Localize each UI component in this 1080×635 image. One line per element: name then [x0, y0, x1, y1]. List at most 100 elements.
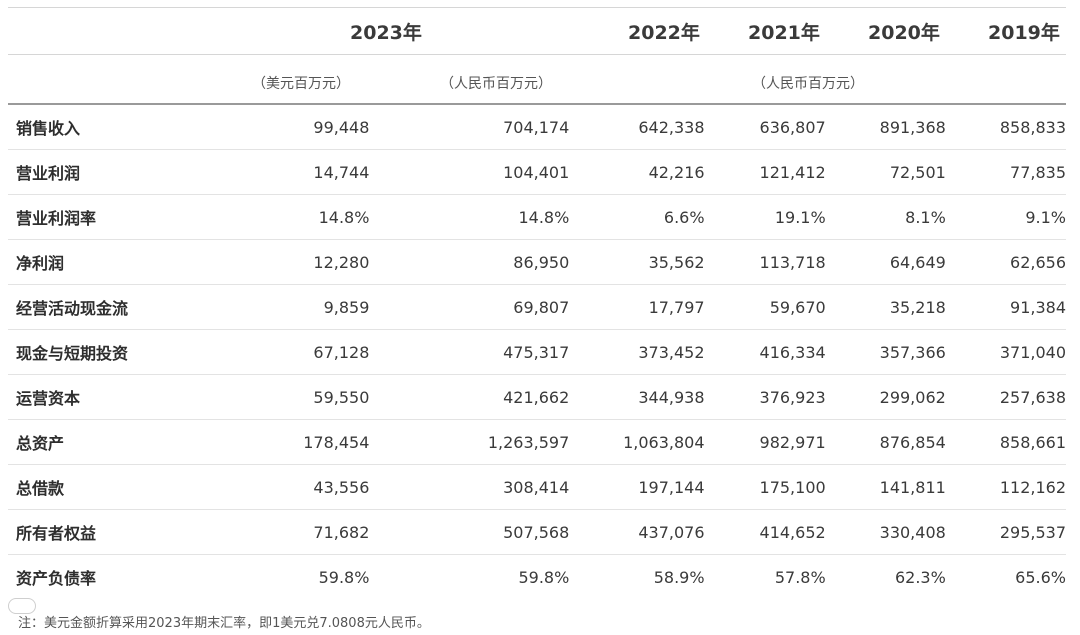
cell-rmb2023: 69,807: [369, 284, 570, 330]
cell-y2019: 858,661: [945, 419, 1066, 465]
cell-y2019: 77,835: [945, 149, 1066, 195]
unit-divider: [8, 103, 1066, 105]
table-row: 营业利润 14,744 104,401 42,216 121,412 72,501 77,8…: [8, 149, 1066, 195]
cell-y2022: 1,063,804: [569, 419, 705, 465]
row-label: 营业利润: [8, 149, 210, 195]
table-row: 总资产 178,454 1,263,597 1,063,804 982,971 876,8…: [8, 419, 1066, 465]
table-row: 所有者权益 71,682 507,568 437,076 414,652 330,408 2…: [8, 509, 1066, 555]
cell-y2022: 35,562: [569, 239, 705, 285]
cell-usd2023: 178,454: [209, 419, 370, 465]
cell-rmb2023: 475,317: [369, 329, 570, 375]
cell-y2022: 17,797: [569, 284, 705, 330]
cell-y2020: 62.3%: [894, 567, 946, 587]
cell-rmb2023: 507,568: [369, 509, 570, 555]
cell-rmb2023: 59.8%: [518, 567, 570, 587]
cell-y2022: 58.9%: [653, 567, 705, 587]
cell-rmb2023: 421,662: [369, 374, 570, 420]
cell-y2022: 437,076: [569, 509, 705, 555]
cell-y2019: 91,384: [945, 284, 1066, 330]
row-label: 运营资本: [8, 374, 210, 420]
row-label: 总借款: [8, 464, 210, 510]
header-2022: 2022年: [628, 22, 700, 44]
cell-usd2023: 12,280: [209, 239, 370, 285]
cell-usd2023: 14,744: [209, 149, 370, 195]
cell-y2021: 121,412: [704, 149, 826, 195]
cell-y2019: 371,040: [945, 329, 1066, 375]
cell-rmb2023: 1,263,597: [369, 419, 570, 465]
cell-y2019: 9.1%: [945, 194, 1066, 240]
table-row: 总借款 43,556 308,414 197,144 175,100 141,811 112…: [8, 464, 1066, 510]
cell-y2021: 175,100: [704, 464, 826, 510]
header-divider: [8, 54, 1066, 55]
cell-rmb2023: 14.8%: [369, 194, 570, 240]
cell-usd2023: 59.8%: [318, 567, 370, 587]
cell-y2019: 65.6%: [1015, 567, 1066, 587]
footnote: 注：美元金额折算采用2023年期末汇率，即1美元兑7.0808元人民币。: [18, 616, 430, 631]
header-2019: 2019年: [988, 22, 1060, 44]
cell-usd2023: 9,859: [209, 284, 370, 330]
cell-y2022: 344,938: [569, 374, 705, 420]
table-row: 现金与短期投资 67,128 475,317 373,452 416,334 357,36…: [8, 329, 1066, 375]
cell-y2021: 636,807: [704, 105, 826, 150]
cell-y2022: 6.6%: [569, 194, 705, 240]
cell-usd2023: 59,550: [209, 374, 370, 420]
cell-y2021: 113,718: [704, 239, 826, 285]
cell-y2022: 642,338: [569, 105, 705, 150]
unit-usd-2023: （美元百万元）: [252, 76, 350, 92]
cell-y2021: 19.1%: [704, 194, 826, 240]
cell-y2020: 891,368: [825, 105, 946, 150]
cell-rmb2023: 704,174: [369, 105, 570, 150]
cell-rmb2023: 308,414: [369, 464, 570, 510]
cell-y2022: 373,452: [569, 329, 705, 375]
table-row: 营业利润率 14.8% 14.8% 6.6% 19.1% 8.1% 9.1%: [8, 194, 1066, 240]
watermark-logo: [8, 594, 40, 616]
header-2021: 2021年: [748, 22, 820, 44]
cell-usd2023: 99,448: [209, 105, 370, 150]
cell-usd2023: 71,682: [209, 509, 370, 555]
table-row: 经营活动现金流 9,859 69,807 17,797 59,670 35,218 91,3…: [8, 284, 1066, 330]
row-label: 净利润: [8, 239, 210, 285]
cell-y2019: 257,638: [945, 374, 1066, 420]
cell-y2020: 64,649: [825, 239, 946, 285]
cell-y2020: 141,811: [825, 464, 946, 510]
cell-y2021: 416,334: [704, 329, 826, 375]
financial-table: 销售收入 99,448 704,174 642,338 636,807 891,368 85…: [8, 105, 1066, 599]
cell-y2021: 57.8%: [774, 567, 826, 587]
table-row: 运营资本 59,550 421,662 344,938 376,923 299,062 25…: [8, 374, 1066, 420]
cell-y2020: 35,218: [825, 284, 946, 330]
row-label: 销售收入: [8, 105, 210, 150]
header-2020: 2020年: [868, 22, 940, 44]
table-row: 销售收入 99,448 704,174 642,338 636,807 891,368 85…: [8, 105, 1066, 150]
cell-y2021: 414,652: [704, 509, 826, 555]
cell-y2021: 59,670: [704, 284, 826, 330]
cell-y2021: 376,923: [704, 374, 826, 420]
cell-y2019: 858,833: [945, 105, 1066, 150]
unit-rmb-history: （人民币百万元）: [752, 76, 864, 92]
cell-y2020: 357,366: [825, 329, 946, 375]
row-label: 资产负债率: [16, 569, 97, 588]
cell-usd2023: 67,128: [209, 329, 370, 375]
row-label: 经营活动现金流: [8, 284, 210, 330]
cell-y2022: 42,216: [569, 149, 705, 195]
cell-y2019: 295,537: [945, 509, 1066, 555]
row-label: 营业利润率: [8, 194, 210, 240]
table-top-border: [8, 7, 1066, 8]
cell-y2021: 982,971: [704, 419, 826, 465]
cell-y2020: 876,854: [825, 419, 946, 465]
header-2023: 2023年: [350, 22, 422, 44]
cell-y2020: 299,062: [825, 374, 946, 420]
cell-usd2023: 14.8%: [209, 194, 370, 240]
cell-y2019: 62,656: [945, 239, 1066, 285]
table-row: 资产负债率 59.8% 59.8% 58.9% 57.8% 62.3% 65.6%: [8, 555, 1066, 600]
cell-y2022: 197,144: [569, 464, 705, 510]
table-row: 净利润 12,280 86,950 35,562 113,718 64,649 62,656: [8, 239, 1066, 285]
row-label: 所有者权益: [8, 509, 210, 555]
row-label: 总资产: [8, 419, 210, 465]
cell-rmb2023: 86,950: [369, 239, 570, 285]
cell-y2019: 112,162: [945, 464, 1066, 510]
cell-usd2023: 43,556: [209, 464, 370, 510]
cell-y2020: 72,501: [825, 149, 946, 195]
cell-y2020: 8.1%: [825, 194, 946, 240]
cell-y2020: 330,408: [825, 509, 946, 555]
unit-rmb-2023: （人民币百万元）: [440, 76, 552, 92]
